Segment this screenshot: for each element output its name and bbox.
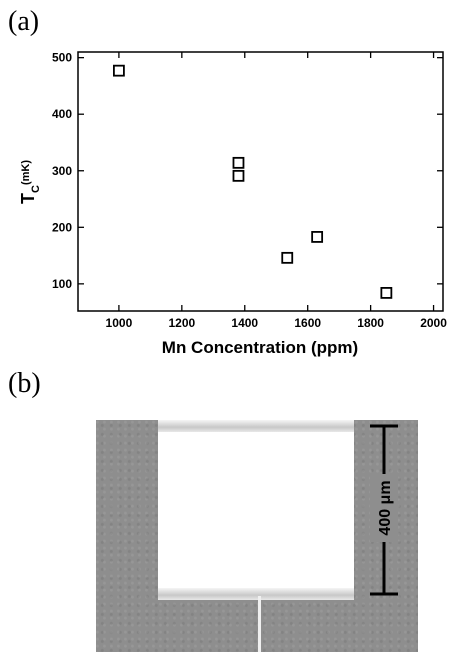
y-axis-label-main: T (18, 193, 38, 204)
y-tick-label: 500 (52, 51, 72, 65)
x-axis-ticks: 1000 1200 1400 1600 1800 2000 (106, 52, 447, 330)
x-axis-label: Mn Concentration (ppm) (162, 338, 358, 357)
y-axis-ticks: 100 200 300 400 500 (52, 51, 443, 291)
y-axis-label: TC(mK) (18, 160, 42, 204)
y-tick-label: 300 (52, 164, 72, 178)
panel-label-b: (b) (8, 368, 41, 399)
x-tick-label: 1400 (231, 316, 258, 330)
y-axis-label-sub: C (30, 185, 42, 193)
y-axis-label-unit: (mK) (20, 160, 32, 185)
y-tick-label: 200 (52, 220, 72, 234)
x-tick-label: 2000 (420, 316, 447, 330)
data-point-square (281, 251, 294, 264)
x-tick-label: 1200 (168, 316, 195, 330)
x-tick-label: 1600 (294, 316, 321, 330)
data-point-square (311, 231, 324, 243)
y-tick-label: 400 (52, 107, 72, 121)
sample-window (158, 423, 354, 599)
svg-text:TC(mK): TC(mK) (18, 160, 42, 204)
scale-bar-label: 400 μm (370, 474, 398, 542)
bottom-slit (258, 596, 261, 652)
panel-label-a: (a) (8, 6, 40, 37)
x-tick-label: 1000 (106, 316, 133, 330)
data-points (113, 64, 393, 299)
plot-frame (77, 51, 444, 312)
data-point-square (113, 64, 125, 77)
top-bar (158, 420, 354, 432)
bottom-bar (158, 588, 354, 600)
data-point-square (232, 169, 245, 182)
micrograph-image: 400 μm (96, 420, 418, 652)
data-point-square (232, 156, 245, 169)
tc-vs-mn-scatter-chart: 1000 1200 1400 1600 1800 2000 100 200 300 400 500… (18, 51, 447, 357)
x-tick-label: 1800 (357, 316, 384, 330)
data-point-square (380, 287, 393, 299)
y-tick-label: 100 (52, 277, 72, 291)
scale-bar-text: 400 μm (377, 480, 394, 535)
